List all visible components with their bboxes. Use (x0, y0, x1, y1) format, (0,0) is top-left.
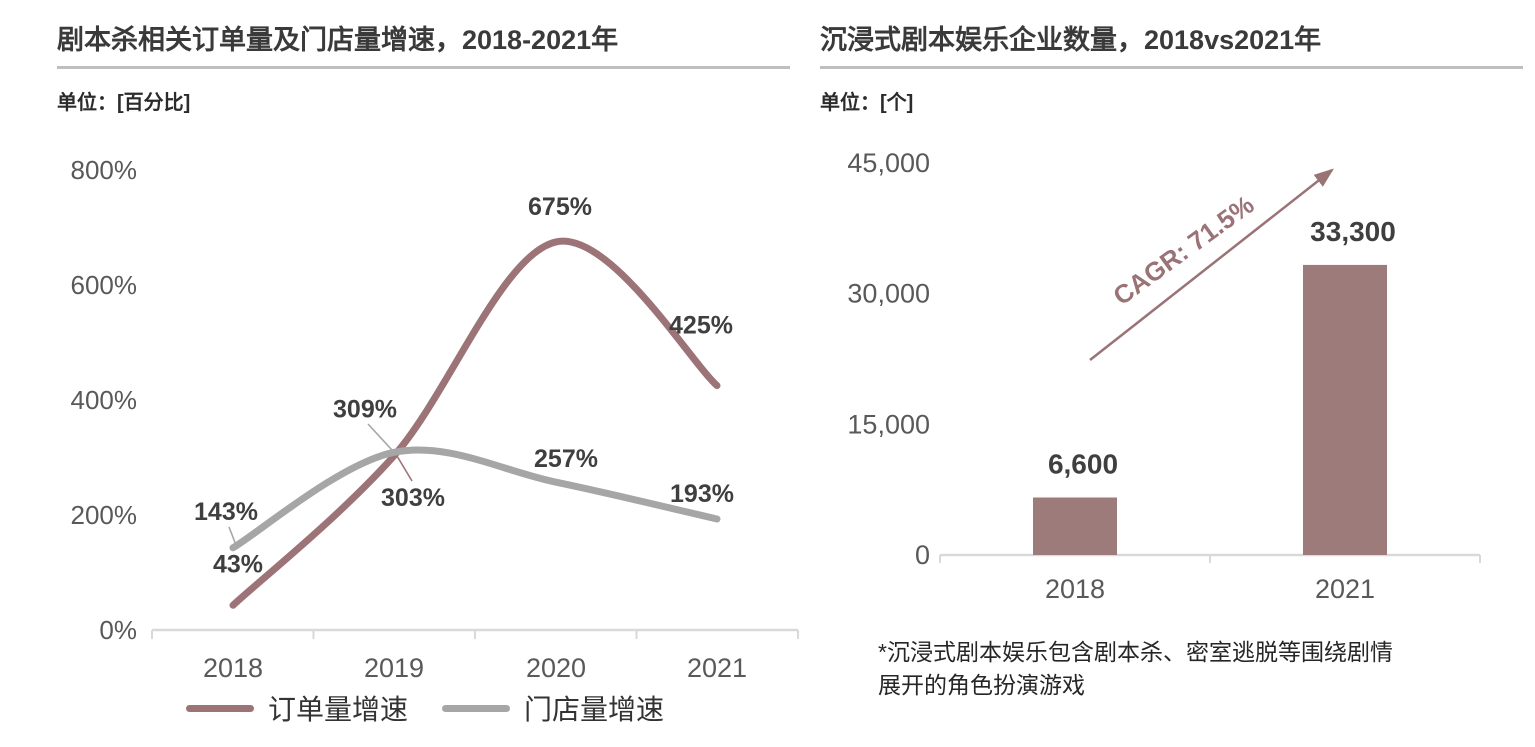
y-tick-label: 800% (71, 155, 138, 185)
x-tick-label: 2019 (364, 653, 424, 683)
store-growth-line (229, 446, 721, 552)
x-tick-label: 2020 (526, 653, 586, 683)
y-tick-label: 400% (71, 385, 138, 415)
label-leader-line (367, 423, 393, 451)
cagr-arrow (1089, 168, 1334, 361)
legend-swatch-order-growth (186, 704, 254, 712)
bar-value-label: 33,300 (1310, 216, 1396, 247)
legend-label-store-growth: 门店量增速 (524, 694, 665, 725)
data-point-label: 143% (194, 498, 258, 526)
left-chart-title: 剧本杀相关订单量及门店量增速，2018-2021年 (57, 25, 619, 55)
legend-label-order-growth: 订单量增速 (268, 694, 409, 725)
bar-2021 (1303, 264, 1387, 555)
line-chart-legend: 订单量增速 门店量增速 (186, 688, 664, 728)
cagr-label: CAGR: 71.5% (1107, 189, 1259, 311)
x-tick-label: 2018 (203, 653, 263, 683)
y-tick-label: 200% (71, 500, 138, 530)
x-tick-label: 2021 (687, 653, 747, 683)
right-chart-footnote: *沉浸式剧本娱乐包含剧本杀、密室逃脱等围绕剧情 展开的角色扮演游戏 (878, 636, 1528, 702)
x-tick-label: 2021 (1315, 574, 1375, 604)
order-growth-line (229, 237, 721, 609)
y-tick-label: 45,000 (847, 148, 930, 178)
y-tick-label: 15,000 (847, 409, 930, 439)
left-title-underline (57, 66, 790, 69)
data-point-label: 309% (333, 395, 397, 423)
y-tick-label: 600% (71, 270, 138, 300)
y-tick-label: 30,000 (847, 279, 930, 309)
bar-value-label: 6,600 (1048, 449, 1118, 480)
right-title-underline (820, 66, 1523, 69)
footnote-line-2: 展开的角色扮演游戏 (878, 672, 1085, 698)
right-unit-label: 单位：[个] (820, 92, 914, 114)
right-chart-title: 沉浸式剧本娱乐企业数量，2018vs2021年 (820, 25, 1322, 55)
data-point-label: 425% (669, 312, 733, 340)
bar-chart: 0 15,000 30,000 45,000 6,600 2018 33,300 2021 CA… (847, 148, 1481, 604)
data-point-label: 303% (381, 484, 445, 512)
data-point-label: 257% (534, 445, 598, 473)
data-point-label: 675% (528, 193, 592, 221)
label-leader-line (228, 526, 237, 546)
y-tick-label: 0% (99, 615, 137, 645)
line-chart: 0% 200% 400% 600% 800% 2018 2019 2020 2021 43% 303… (71, 155, 799, 683)
bar-2018 (1033, 497, 1117, 555)
label-leader-line (396, 455, 413, 482)
data-point-label: 193% (670, 480, 734, 508)
left-unit-label: 单位：[百分比] (57, 92, 191, 114)
footnote-line-1: *沉浸式剧本娱乐包含剧本杀、密室逃脱等围绕剧情 (878, 639, 1393, 665)
y-tick-label: 0 (915, 540, 930, 570)
legend-swatch-store-growth (442, 704, 511, 712)
x-tick-label: 2018 (1045, 574, 1105, 604)
data-point-label: 43% (213, 550, 263, 578)
